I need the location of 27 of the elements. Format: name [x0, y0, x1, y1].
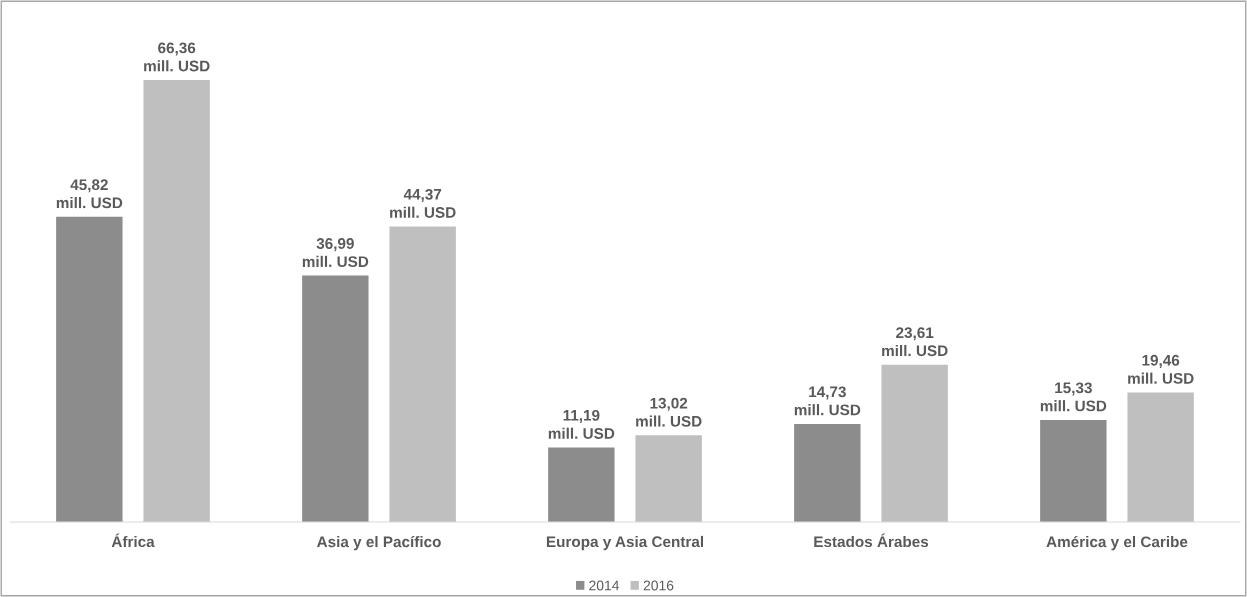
- bar: [794, 423, 861, 522]
- x-tick-label: África: [111, 533, 155, 548]
- bar: [1127, 392, 1194, 522]
- x-tick-label: Estados Árabes: [814, 533, 929, 548]
- x-tick-label: Asia y el Pacífico: [316, 535, 441, 551]
- x-tick-label: América y el Caribe: [1046, 535, 1188, 551]
- x-tick-label: Europa y Asia Central: [546, 535, 704, 551]
- data-label: 13,02 mill. USD: [636, 397, 702, 427]
- bar: [389, 226, 456, 522]
- data-label: 66,36 mill. USD: [144, 42, 210, 72]
- data-label: 14,73 mill. USD: [794, 386, 861, 416]
- data-label: 19,46 mill. USD: [1128, 354, 1194, 384]
- bar: [881, 364, 948, 522]
- data-label: 11,19 mill. USD: [548, 409, 615, 439]
- bar: [635, 435, 702, 522]
- bar: [548, 447, 615, 522]
- bar: [302, 275, 369, 522]
- data-label: 23,61 mill. USD: [882, 327, 948, 357]
- data-label: 15,33 mill. USD: [1040, 382, 1107, 412]
- bar: [1040, 419, 1107, 522]
- legend-label: 2014: [589, 580, 620, 591]
- legend-label: 2016: [643, 580, 674, 591]
- data-label: 45,82 mill. USD: [56, 179, 123, 209]
- data-label: 36,99 mill. USD: [302, 238, 369, 268]
- bar: [143, 80, 210, 522]
- bar: [56, 216, 123, 522]
- data-label: 44,37 mill. USD: [390, 188, 456, 218]
